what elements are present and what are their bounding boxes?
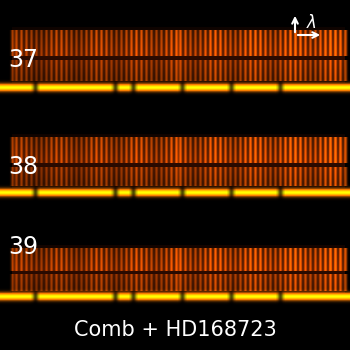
Text: $\lambda$: $\lambda$	[306, 14, 316, 32]
Text: 37: 37	[8, 48, 38, 72]
Text: 38: 38	[8, 155, 38, 179]
Text: Comb + HD168723: Comb + HD168723	[74, 320, 276, 340]
Text: 39: 39	[8, 235, 38, 259]
